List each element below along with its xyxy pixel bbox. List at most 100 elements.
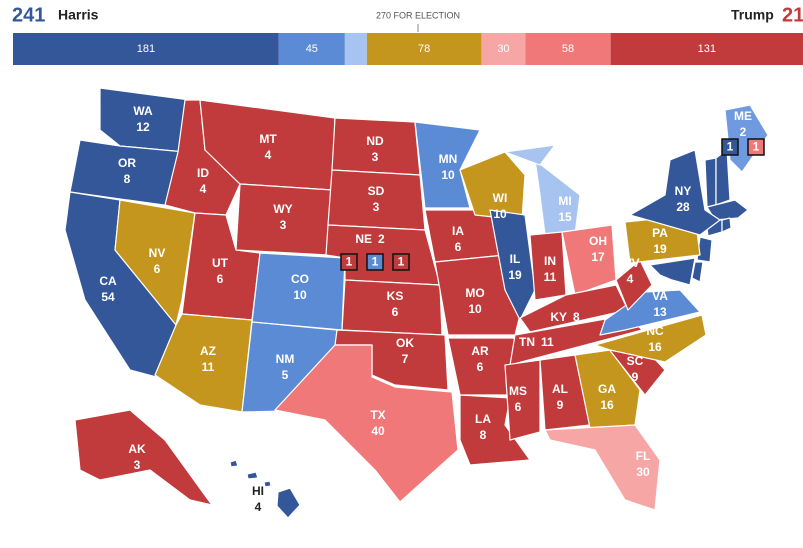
state-ev: 11 xyxy=(541,335,554,349)
bar-segment-label: 181 xyxy=(137,43,155,55)
state-label: MI xyxy=(558,194,571,208)
bar-segment-label: 30 xyxy=(497,43,509,55)
trump-name: Trump xyxy=(731,7,774,23)
threshold-label: 270 FOR ELECTION xyxy=(376,10,460,20)
state-ev: 3 xyxy=(134,458,141,472)
state-label: GA xyxy=(598,382,616,396)
state xyxy=(246,471,259,480)
state xyxy=(615,259,653,311)
state-label: HI xyxy=(252,484,264,498)
state-ev: 13 xyxy=(653,305,667,319)
district-box xyxy=(721,138,739,156)
bar-segment-label: 131 xyxy=(698,43,716,55)
state-ev: 10 xyxy=(441,168,455,182)
bar-segment xyxy=(278,33,345,65)
district-box xyxy=(340,253,358,271)
state-label: IN xyxy=(544,254,556,268)
state-label: NE xyxy=(355,232,372,246)
state-ev: 19 xyxy=(653,242,667,256)
state-ev: 16 xyxy=(648,340,662,354)
bar-segment xyxy=(366,33,482,65)
state-label: AK xyxy=(128,442,146,456)
state-label: WI xyxy=(493,191,508,205)
state xyxy=(229,459,239,468)
state-shape xyxy=(715,149,731,206)
state-label: IL xyxy=(510,252,521,266)
state-ev: 6 xyxy=(154,262,161,276)
district-box xyxy=(366,253,384,271)
state-label: SD xyxy=(368,184,385,198)
state-ev: 17 xyxy=(591,250,605,264)
state-ev: 15 xyxy=(558,210,572,224)
state-shape xyxy=(691,261,704,283)
state-label: FL xyxy=(636,449,651,463)
state-ev: 10 xyxy=(293,288,307,302)
bar-segment xyxy=(610,33,803,65)
state-shape xyxy=(721,217,732,233)
district-box xyxy=(747,138,765,156)
state-shape xyxy=(649,257,696,286)
state xyxy=(504,359,541,441)
state-label: ND xyxy=(366,134,384,148)
district-label: 1 xyxy=(372,255,379,269)
state-ev: 6 xyxy=(392,305,399,319)
state-label: UT xyxy=(212,256,229,270)
district-label: 1 xyxy=(727,140,734,154)
trump-total: 21 xyxy=(782,4,803,26)
state-ev: 2 xyxy=(740,125,747,139)
state-label: CA xyxy=(99,274,117,288)
state xyxy=(274,344,459,503)
state-ev: 3 xyxy=(373,200,380,214)
state-label: OH xyxy=(589,234,607,248)
bar-segment-label: 58 xyxy=(562,43,574,55)
state-label: PA xyxy=(652,226,668,240)
state-label: WA xyxy=(133,104,153,118)
district-label: 1 xyxy=(398,255,405,269)
state-label: NM xyxy=(276,352,295,366)
state-ev: 10 xyxy=(493,207,507,221)
state xyxy=(434,254,521,336)
map: WA12OR8CA54NV6ID4MT4WY3UT6AZ11CO10NM5ND3… xyxy=(64,87,769,519)
state-label: AL xyxy=(552,382,568,396)
state-label: MT xyxy=(259,132,277,146)
state xyxy=(263,480,272,488)
state-ev: 2 xyxy=(378,232,385,246)
state xyxy=(114,199,196,326)
state-ev: 11 xyxy=(202,360,215,374)
state-label: AR xyxy=(471,344,489,358)
state-ev: 4 xyxy=(627,272,634,286)
state-label: OR xyxy=(118,156,136,170)
state xyxy=(459,151,526,221)
state-ev: 8 xyxy=(573,310,580,324)
state-label: NC xyxy=(646,324,664,338)
district-box xyxy=(392,253,410,271)
ev-bar: 181 45 78 30 58 131 xyxy=(13,33,803,65)
state-label: WY xyxy=(273,202,292,216)
state-label: MN xyxy=(439,152,458,166)
state xyxy=(414,121,481,209)
state-ev: 6 xyxy=(515,400,522,414)
state-ev: 5 xyxy=(282,368,289,382)
state-ev: 40 xyxy=(371,424,385,438)
state-label: KS xyxy=(387,289,404,303)
state xyxy=(574,349,641,429)
state-ev: 3 xyxy=(372,150,379,164)
state-label: VA xyxy=(652,289,668,303)
state-label: WV xyxy=(620,256,639,270)
state-ev: 11 xyxy=(544,270,557,284)
state-ev: 6 xyxy=(217,272,224,286)
state-label: SC xyxy=(627,354,644,368)
state xyxy=(594,314,707,363)
state-label: NV xyxy=(149,246,166,260)
state xyxy=(74,409,213,506)
state-label: AZ xyxy=(200,344,216,358)
state-ev: 3 xyxy=(280,218,287,232)
state-ev: 4 xyxy=(200,182,207,196)
state-label: ME xyxy=(734,109,752,123)
state-ev: 8 xyxy=(480,428,487,442)
state-label: MO xyxy=(465,286,484,300)
state-ev: 16 xyxy=(600,398,614,412)
state-label: NY xyxy=(675,184,692,198)
